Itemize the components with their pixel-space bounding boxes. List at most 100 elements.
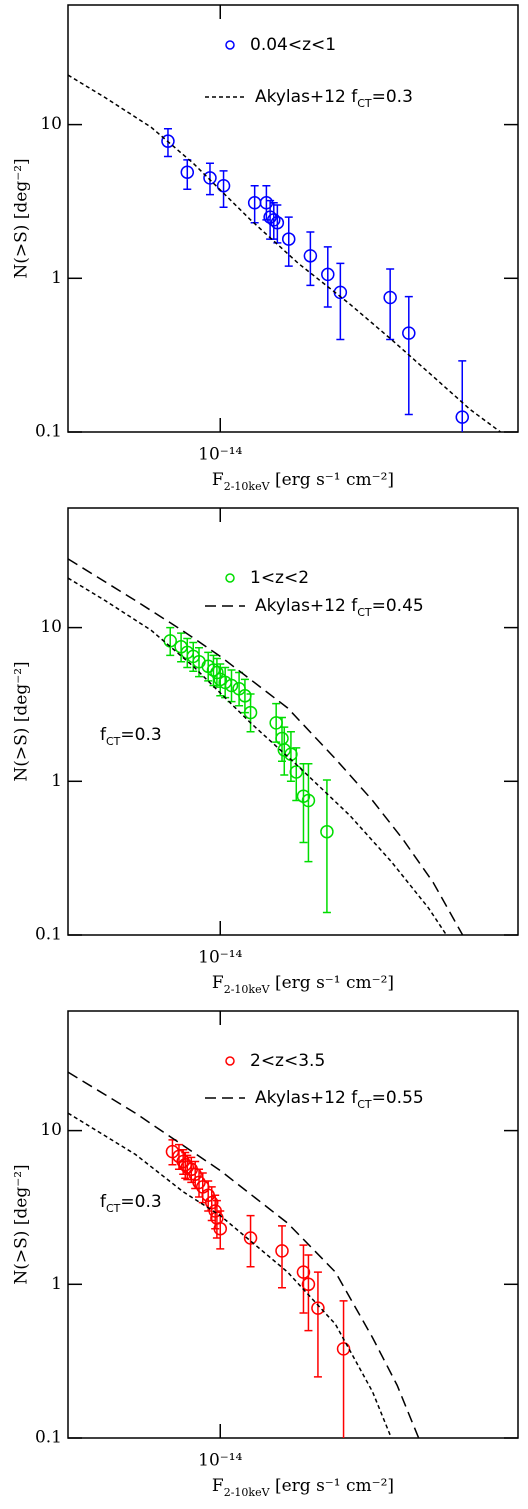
x-axis-label-part: F [212, 470, 224, 490]
data-point [275, 731, 289, 746]
error-bar [166, 626, 175, 657]
x-axis-label: F2-10keV [erg s⁻¹ cm⁻²] [212, 470, 394, 493]
y-tick-label: 10 [40, 617, 62, 637]
data-point [206, 663, 221, 677]
x-tick-label: 10⁻¹⁴ [198, 1451, 242, 1471]
model-curve [68, 558, 464, 935]
error-bar [204, 1180, 213, 1212]
data-point [270, 215, 285, 230]
error-bar [216, 1210, 225, 1250]
legend-marker [225, 1056, 235, 1066]
data-point [267, 213, 281, 227]
y-tick-label: 1 [51, 268, 62, 288]
model-curve [68, 1071, 420, 1438]
data-point [161, 134, 175, 148]
annotation-part: CT [106, 735, 121, 748]
error-bar [246, 1214, 255, 1268]
model-curve [68, 577, 448, 935]
legend-label: 2<z<3.5 [250, 1051, 325, 1071]
data-point [336, 1342, 351, 1356]
data-point [383, 290, 397, 305]
plot-area [68, 558, 464, 935]
legend-label-part: Akylas+12 f [255, 596, 358, 616]
plot-frame [67, 1010, 519, 1439]
error-bar [280, 726, 289, 776]
data-point [301, 793, 316, 808]
annotation-part: =0.3 [120, 1192, 161, 1212]
y-axis-label: N(>S) [deg⁻²] [12, 158, 32, 278]
legend-marker [225, 40, 235, 50]
error-bar [323, 246, 332, 308]
data-point [275, 1244, 289, 1258]
y-tick-label: 10 [40, 114, 62, 134]
legend-label-part: Akylas+12 f [255, 87, 358, 107]
data-point [301, 1277, 316, 1292]
x-axis-label-part: [erg s⁻¹ cm⁻²] [270, 1476, 395, 1496]
error-bar [339, 1300, 348, 1438]
legend-label-part: Akylas+12 f [255, 1088, 358, 1108]
annotation-part: CT [106, 1202, 121, 1215]
data-point [321, 267, 335, 282]
error-bar [177, 632, 186, 663]
error-bar [304, 763, 313, 863]
y-tick-label: 10 [40, 1120, 62, 1140]
legend-label-part: CT [357, 1098, 372, 1111]
data-point [238, 689, 252, 703]
error-bar [183, 637, 192, 669]
legend-label: 0.04<z<1 [250, 35, 336, 55]
x-axis-label-part: [erg s⁻¹ cm⁻²] [270, 973, 395, 993]
error-bar [306, 231, 315, 287]
annotation: fCT=0.3 [100, 1192, 162, 1215]
y-tick-label: 1 [51, 1274, 62, 1294]
x-axis-label: F2-10keV [erg s⁻¹ cm⁻²] [212, 1476, 394, 1499]
y-tick-label: 1 [51, 771, 62, 791]
legend-label-part: =0.45 [372, 596, 424, 616]
x-tick-label: 10⁻¹⁴ [198, 445, 242, 465]
error-bar [299, 1244, 308, 1314]
y-axis-label: N(>S) [deg⁻²] [12, 1164, 32, 1284]
error-bar [304, 1254, 313, 1332]
data-point [210, 665, 224, 680]
annotation-part: =0.3 [120, 725, 161, 745]
data-point [163, 634, 177, 648]
annotation: fCT=0.3 [100, 725, 162, 748]
y-tick-label: 0.1 [35, 1428, 62, 1448]
legend-marker [225, 573, 235, 583]
legend-label-part: CT [357, 97, 372, 110]
plot-area [68, 74, 501, 432]
error-bar [313, 1271, 322, 1378]
data-point [224, 678, 239, 693]
legend-label: Akylas+12 fCT=0.45 [255, 596, 424, 619]
data-point [204, 1195, 219, 1210]
x-axis-label-part: 2-10keV [224, 480, 271, 493]
error-bar [262, 185, 271, 221]
x-axis-label-part: 2-10keV [224, 983, 271, 996]
x-tick-label: 10⁻¹⁴ [198, 948, 242, 968]
error-bar [189, 641, 198, 673]
x-axis-label-part: 2-10keV [224, 1486, 271, 1499]
y-tick-label: 0.1 [35, 925, 62, 945]
panel: 0.1 1 10 10⁻¹⁴ F2-10keV [erg s⁻¹ cm⁻²] N(>S) … [12, 4, 519, 493]
legend-label-part: =0.55 [372, 1088, 424, 1108]
y-tick-label: 0.1 [35, 422, 62, 442]
data-point [216, 179, 231, 193]
error-bar [183, 1154, 192, 1181]
data-point [281, 232, 296, 246]
data-point [320, 824, 334, 839]
x-axis-label-part: [erg s⁻¹ cm⁻²] [270, 470, 395, 490]
plot-area [68, 1071, 420, 1438]
error-bar [219, 170, 228, 208]
data-point [180, 165, 195, 179]
data-point [192, 1175, 206, 1190]
error-bar [336, 262, 345, 341]
error-bar [246, 693, 255, 733]
data-point [188, 1167, 202, 1182]
y-axis-label: N(>S) [deg⁻²] [12, 661, 32, 781]
model-curve [68, 74, 501, 432]
data-point [203, 171, 217, 185]
data-point [243, 1231, 258, 1245]
data-point [455, 410, 470, 424]
error-bar [458, 360, 467, 432]
annotation-part: f [100, 1192, 107, 1212]
